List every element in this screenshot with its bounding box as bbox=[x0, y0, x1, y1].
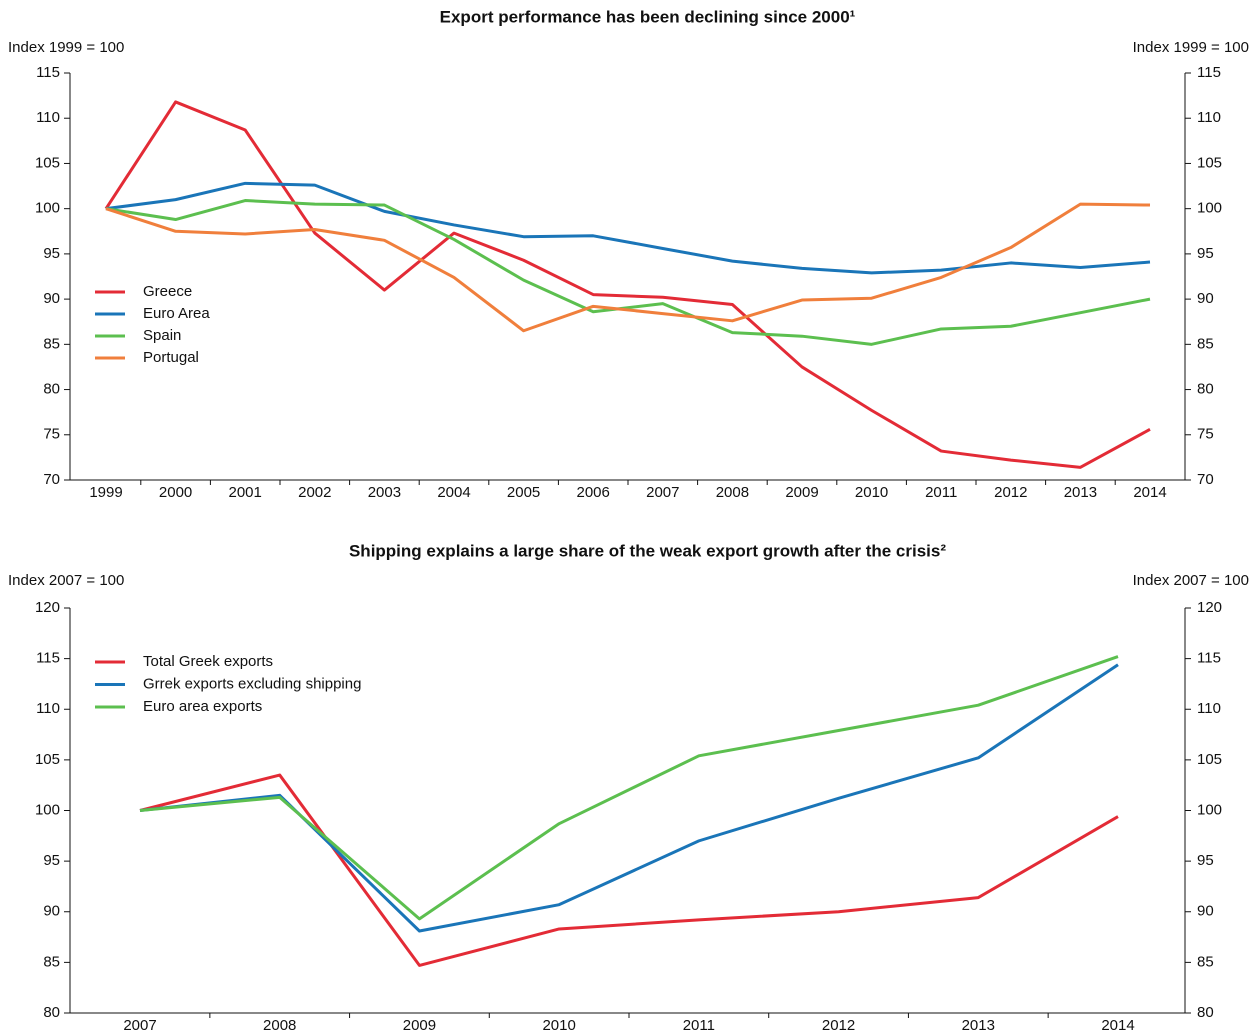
y-tick-label: 85 bbox=[43, 953, 60, 970]
x-tick-label: 2006 bbox=[577, 484, 610, 501]
chart-title: Export performance has been declining si… bbox=[440, 7, 856, 26]
x-tick-label: 2014 bbox=[1101, 1017, 1134, 1034]
y-tick-label: 75 bbox=[43, 426, 60, 443]
x-tick-label: 2011 bbox=[925, 484, 957, 501]
y2-tick-label: 85 bbox=[1197, 953, 1214, 970]
x-tick-label: 2012 bbox=[822, 1017, 855, 1034]
y-axis-label: Index 2007 = 100 bbox=[8, 572, 124, 589]
y-tick-label: 100 bbox=[35, 801, 60, 818]
y2-tick-label: 115 bbox=[1197, 650, 1221, 667]
y-tick-label: 105 bbox=[35, 751, 60, 768]
y2-tick-label: 115 bbox=[1197, 64, 1221, 81]
y2-tick-label: 75 bbox=[1197, 426, 1214, 443]
x-tick-label: 2004 bbox=[437, 484, 470, 501]
y2-tick-label: 110 bbox=[1197, 700, 1221, 717]
y-tick-label: 110 bbox=[36, 109, 60, 126]
y2-tick-label: 70 bbox=[1197, 471, 1214, 488]
y2-tick-label: 90 bbox=[1197, 903, 1214, 920]
x-tick-label: 2008 bbox=[263, 1017, 296, 1034]
x-tick-label: 2009 bbox=[403, 1017, 436, 1034]
x-tick-label: 2013 bbox=[1064, 484, 1097, 501]
legend-label: Greece bbox=[143, 283, 192, 300]
series-line bbox=[105, 202, 1151, 333]
y-tick-label: 90 bbox=[43, 290, 60, 307]
y2-tick-label: 80 bbox=[1197, 1004, 1214, 1021]
y-axis-label: Index 1999 = 100 bbox=[8, 39, 124, 56]
y-tick-label: 105 bbox=[35, 154, 60, 171]
y2-tick-label: 100 bbox=[1197, 200, 1222, 217]
y2-tick-label: 105 bbox=[1197, 751, 1222, 768]
y2-tick-label: 100 bbox=[1197, 801, 1222, 818]
series-line bbox=[139, 773, 1119, 967]
y2-tick-label: 80 bbox=[1197, 381, 1214, 398]
x-tick-label: 2012 bbox=[994, 484, 1027, 501]
x-tick-label: 2007 bbox=[646, 484, 679, 501]
y-tick-label: 120 bbox=[35, 599, 60, 616]
y2-tick-label: 95 bbox=[1197, 245, 1214, 262]
y2-tick-label: 120 bbox=[1197, 599, 1222, 616]
y2-tick-label: 95 bbox=[1197, 852, 1214, 869]
x-tick-label: 2000 bbox=[159, 484, 192, 501]
legend-label: Spain bbox=[143, 327, 181, 344]
y2-tick-label: 105 bbox=[1197, 154, 1222, 171]
y-tick-label: 80 bbox=[43, 381, 60, 398]
legend-label: Total Greek exports bbox=[143, 653, 273, 670]
y-tick-label: 95 bbox=[43, 852, 60, 869]
x-tick-label: 2005 bbox=[507, 484, 540, 501]
y-tick-label: 70 bbox=[43, 471, 60, 488]
y-tick-label: 100 bbox=[35, 200, 60, 217]
legend-label: Portugal bbox=[143, 349, 199, 366]
y2-axis-label: Index 1999 = 100 bbox=[1133, 39, 1249, 56]
x-tick-label: 2013 bbox=[962, 1017, 995, 1034]
series-line bbox=[104, 100, 1151, 469]
chart-title: Shipping explains a large share of the w… bbox=[349, 541, 946, 560]
x-tick-label: 2010 bbox=[855, 484, 888, 501]
x-tick-label: 1999 bbox=[89, 484, 122, 501]
x-tick-label: 2009 bbox=[785, 484, 818, 501]
y-tick-label: 95 bbox=[43, 245, 60, 262]
x-tick-label: 2008 bbox=[716, 484, 749, 501]
y2-axis-label: Index 2007 = 100 bbox=[1133, 572, 1249, 589]
y2-tick-label: 85 bbox=[1197, 335, 1214, 352]
x-tick-label: 2007 bbox=[123, 1017, 156, 1034]
x-tick-label: 2002 bbox=[298, 484, 331, 501]
legend-label: Euro area exports bbox=[143, 698, 262, 715]
y2-tick-label: 90 bbox=[1197, 290, 1214, 307]
series-line bbox=[105, 199, 1151, 346]
y2-tick-label: 110 bbox=[1197, 109, 1221, 126]
x-tick-label: 2011 bbox=[683, 1017, 715, 1034]
y-tick-label: 115 bbox=[36, 650, 60, 667]
y-tick-label: 80 bbox=[43, 1004, 60, 1021]
y-tick-label: 90 bbox=[43, 903, 60, 920]
series-line bbox=[139, 663, 1119, 933]
series-line bbox=[105, 181, 1151, 275]
legend-label: Grrek exports excluding shipping bbox=[143, 675, 361, 692]
x-tick-label: 2014 bbox=[1133, 484, 1166, 501]
y-tick-label: 110 bbox=[36, 700, 60, 717]
y-tick-label: 85 bbox=[43, 335, 60, 352]
x-tick-label: 2001 bbox=[229, 484, 262, 501]
series-line bbox=[139, 655, 1119, 921]
legend-label: Euro Area bbox=[143, 305, 210, 322]
x-tick-label: 2003 bbox=[368, 484, 401, 501]
x-tick-label: 2010 bbox=[542, 1017, 575, 1034]
y-tick-label: 115 bbox=[36, 64, 60, 81]
